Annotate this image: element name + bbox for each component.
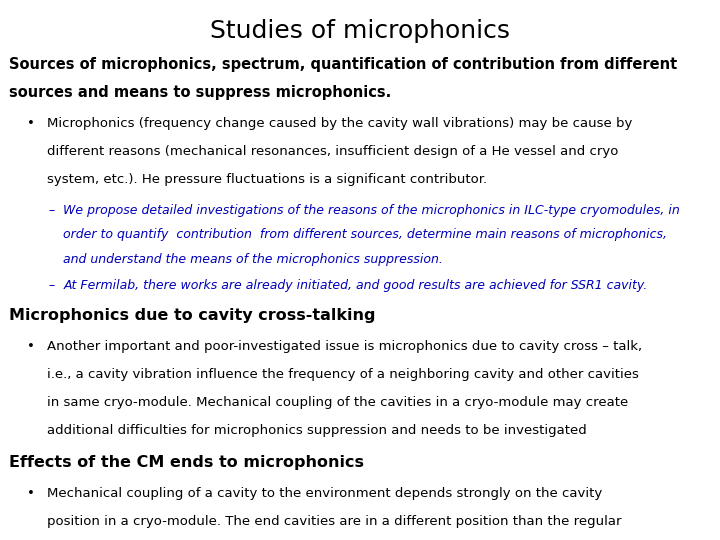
Text: order to quantify  contribution  from different sources, determine main reasons : order to quantify contribution from diff…: [63, 228, 667, 241]
Text: Effects of the CM ends to microphonics: Effects of the CM ends to microphonics: [9, 455, 364, 470]
Text: Microphonics due to cavity cross-talking: Microphonics due to cavity cross-talking: [9, 308, 375, 323]
Text: We propose detailed investigations of the reasons of the microphonics in ILC-typ: We propose detailed investigations of th…: [63, 204, 680, 217]
Text: –: –: [49, 204, 55, 217]
Text: •: •: [27, 487, 35, 500]
Text: system, etc.). He pressure fluctuations is a significant contributor.: system, etc.). He pressure fluctuations …: [47, 173, 487, 186]
Text: in same cryo-module. Mechanical coupling of the cavities in a cryo-module may cr: in same cryo-module. Mechanical coupling…: [47, 396, 628, 409]
Text: Mechanical coupling of a cavity to the environment depends strongly on the cavit: Mechanical coupling of a cavity to the e…: [47, 487, 602, 500]
Text: •: •: [27, 117, 35, 130]
Text: –: –: [49, 279, 55, 292]
Text: different reasons (mechanical resonances, insufficient design of a He vessel and: different reasons (mechanical resonances…: [47, 145, 618, 158]
Text: sources and means to suppress microphonics.: sources and means to suppress microphoni…: [9, 85, 391, 100]
Text: Sources of microphonics, spectrum, quantification of contribution from different: Sources of microphonics, spectrum, quant…: [9, 57, 677, 72]
Text: Microphonics (frequency change caused by the cavity wall vibrations) may be caus: Microphonics (frequency change caused by…: [47, 117, 632, 130]
Text: At Fermilab, there works are already initiated, and good results are achieved fo: At Fermilab, there works are already ini…: [63, 279, 647, 292]
Text: and understand the means of the microphonics suppression.: and understand the means of the micropho…: [63, 253, 444, 266]
Text: additional difficulties for microphonics suppression and needs to be investigate: additional difficulties for microphonics…: [47, 424, 587, 437]
Text: Another important and poor-investigated issue is microphonics due to cavity cros: Another important and poor-investigated …: [47, 340, 642, 353]
Text: •: •: [27, 340, 35, 353]
Text: Studies of microphonics: Studies of microphonics: [210, 19, 510, 43]
Text: position in a cryo-module. The end cavities are in a different position than the: position in a cryo-module. The end cavit…: [47, 515, 621, 528]
Text: i.e., a cavity vibration influence the frequency of a neighboring cavity and oth: i.e., a cavity vibration influence the f…: [47, 368, 639, 381]
